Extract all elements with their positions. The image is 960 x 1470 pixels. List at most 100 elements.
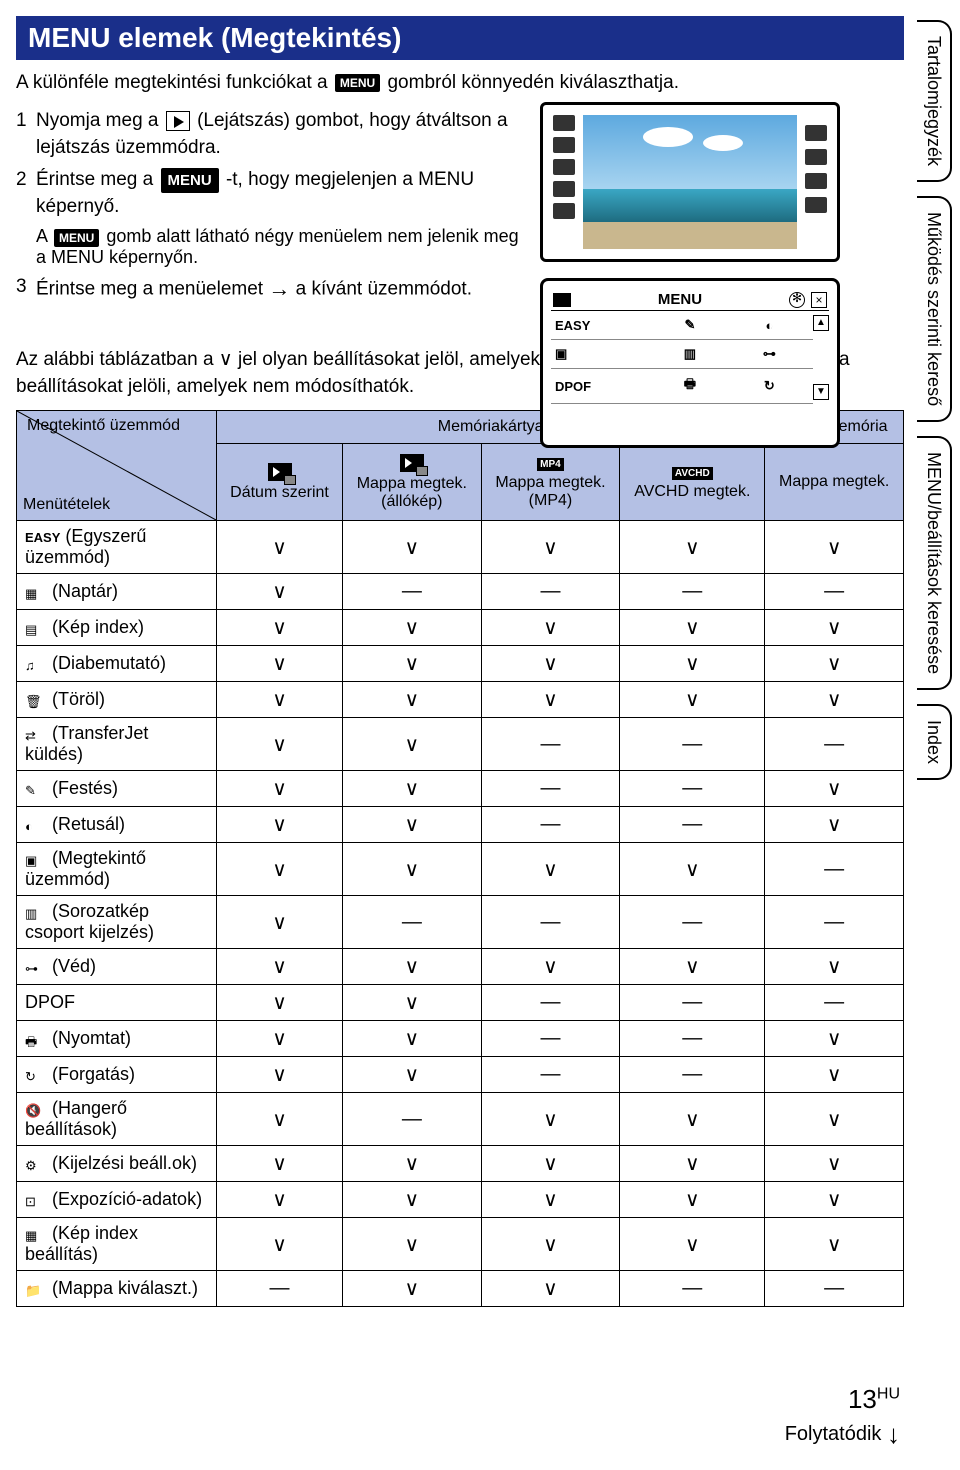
row-label: ▦ (Naptár): [17, 574, 217, 610]
cell-value: ∨: [343, 985, 482, 1021]
col-header: AVCHDAVCHD megtek.: [620, 444, 765, 521]
menu-badge-icon: MENU: [335, 74, 380, 92]
step-num-1: 1: [16, 108, 36, 161]
cell-value: —: [765, 985, 904, 1021]
arrow-right-icon: →: [268, 276, 290, 301]
step3-after: a kívánt üzemmódot.: [296, 279, 472, 300]
cell-value: ∨: [481, 646, 620, 682]
cell-value: —: [765, 896, 904, 949]
grid-mini-icon: [553, 137, 575, 153]
row-label: 📁 (Mappa kiválaszt.): [17, 1271, 217, 1307]
cell-value: —: [481, 574, 620, 610]
table-row: 📁 (Mappa kiválaszt.)—∨∨——: [17, 1271, 904, 1307]
row-icon: ⊡: [25, 1194, 43, 1208]
cell-value: ∨: [217, 807, 343, 843]
cell-value: ∨: [481, 1271, 620, 1307]
cell-value: —: [620, 718, 765, 771]
cell-value: ∨: [620, 521, 765, 574]
step3-before: Érintse meg a menüelemet: [36, 279, 268, 300]
row-icon: ↻: [25, 1069, 43, 1083]
table-row: ▥ (Sorozatkép csoport kijelzés)∨————: [17, 896, 904, 949]
row-icon: 🗑: [25, 694, 43, 708]
cell-value: ∨: [343, 646, 482, 682]
row-label: ⊶ (Véd): [17, 949, 217, 985]
cell-value: ∨: [217, 1093, 343, 1146]
cell-value: ∨: [481, 949, 620, 985]
cell-value: ∨: [343, 1146, 482, 1182]
col-header: Mappa megtek.: [765, 444, 904, 521]
cell-value: ∨: [765, 646, 904, 682]
row-icon: ◐: [25, 819, 43, 833]
table-row: ▤ (Kép index)∨∨∨∨∨: [17, 610, 904, 646]
cell-value: ∨: [481, 1218, 620, 1271]
row-label: EASY (Egyszerű üzemmód): [17, 521, 217, 574]
row-icon: 🔇: [25, 1103, 43, 1117]
print-cell-icon: 🖶: [650, 375, 729, 397]
cell-value: ∨: [765, 1093, 904, 1146]
cell-value: ∨: [620, 646, 765, 682]
cell-value: —: [620, 807, 765, 843]
row-icon: ▦: [25, 586, 43, 600]
cell-value: —: [481, 1057, 620, 1093]
cell-value: —: [481, 1021, 620, 1057]
row-icon: ⇄: [25, 728, 43, 742]
cell-value: —: [481, 896, 620, 949]
cell-value: ∨: [765, 1182, 904, 1218]
rotate-cell-icon: ↻: [730, 378, 809, 394]
row-label: ✎ (Festés): [17, 771, 217, 807]
row-label: ⇄ (TransferJet küldés): [17, 718, 217, 771]
camera-icon: [553, 293, 571, 307]
table-row: ⇄ (TransferJet küldés)∨∨———: [17, 718, 904, 771]
easy-row-label: EASY: [555, 318, 650, 333]
cell-value: —: [620, 771, 765, 807]
tab-contents[interactable]: Tartalomjegyzék: [917, 20, 952, 182]
cell-value: ∨: [765, 521, 904, 574]
cell-value: ∨: [343, 718, 482, 771]
col-header: Dátum szerint: [217, 444, 343, 521]
continue-arrow-icon: ↓: [887, 1419, 900, 1449]
cell-value: ∨: [217, 1218, 343, 1271]
diagonal-header: Megtekintő üzemmód Menütételek: [17, 411, 217, 521]
table-row: DPOF∨∨———: [17, 985, 904, 1021]
step-num-2: 2: [16, 167, 36, 220]
row-label: ◐ (Retusál): [17, 807, 217, 843]
cell-value: ∨: [217, 896, 343, 949]
index-mini-icon: [553, 159, 575, 175]
cell-value: ∨: [343, 1182, 482, 1218]
prev-mini-icon: [805, 149, 827, 165]
cell-value: —: [620, 985, 765, 1021]
row-label: ▦ (Kép index beállítás): [17, 1218, 217, 1271]
cell-value: ∨: [343, 949, 482, 985]
diag-top-label: Megtekintő üzemmód: [27, 417, 180, 435]
tab-operation-search[interactable]: Működés szerinti kereső: [917, 196, 952, 422]
table-row: 🗑 (Töröl)∨∨∨∨∨: [17, 682, 904, 718]
next-mini-icon: [805, 173, 827, 189]
cell-value: ∨: [217, 682, 343, 718]
step2-sub-after: gomb alatt látható négy menüelem nem jel…: [36, 226, 519, 267]
diag-bottom-label: Menütételek: [23, 496, 110, 514]
cell-value: ∨: [765, 949, 904, 985]
tab-index[interactable]: Index: [917, 704, 952, 780]
table-row: ◐ (Retusál)∨∨——∨: [17, 807, 904, 843]
cell-value: ∨: [343, 843, 482, 896]
cell-value: ∨: [620, 1146, 765, 1182]
zoom-mini-icon: [805, 125, 827, 141]
row-label: ♫ (Diabemutató): [17, 646, 217, 682]
playback-icon: [166, 111, 190, 131]
cell-value: ∨: [343, 682, 482, 718]
table-row: ♫ (Diabemutató)∨∨∨∨∨: [17, 646, 904, 682]
page-title: MENU elemek (Megtekintés): [16, 16, 904, 60]
cell-value: ∨: [217, 1182, 343, 1218]
tab-menu-settings[interactable]: MENU/beállítások keresése: [917, 436, 952, 690]
row-label: 🖶 (Nyomtat): [17, 1021, 217, 1057]
trash-mini-icon: [553, 203, 575, 219]
cell-value: ∨: [481, 521, 620, 574]
row-label: ↻ (Forgatás): [17, 1057, 217, 1093]
cell-value: ∨: [217, 1057, 343, 1093]
cell-value: ∨: [343, 771, 482, 807]
cell-value: ∨: [343, 807, 482, 843]
intro-after: gombról könnyedén kiválaszthatja.: [387, 72, 679, 93]
cell-value: ∨: [217, 1146, 343, 1182]
step1-before: Nyomja meg a: [36, 110, 164, 131]
cell-value: ∨: [217, 610, 343, 646]
